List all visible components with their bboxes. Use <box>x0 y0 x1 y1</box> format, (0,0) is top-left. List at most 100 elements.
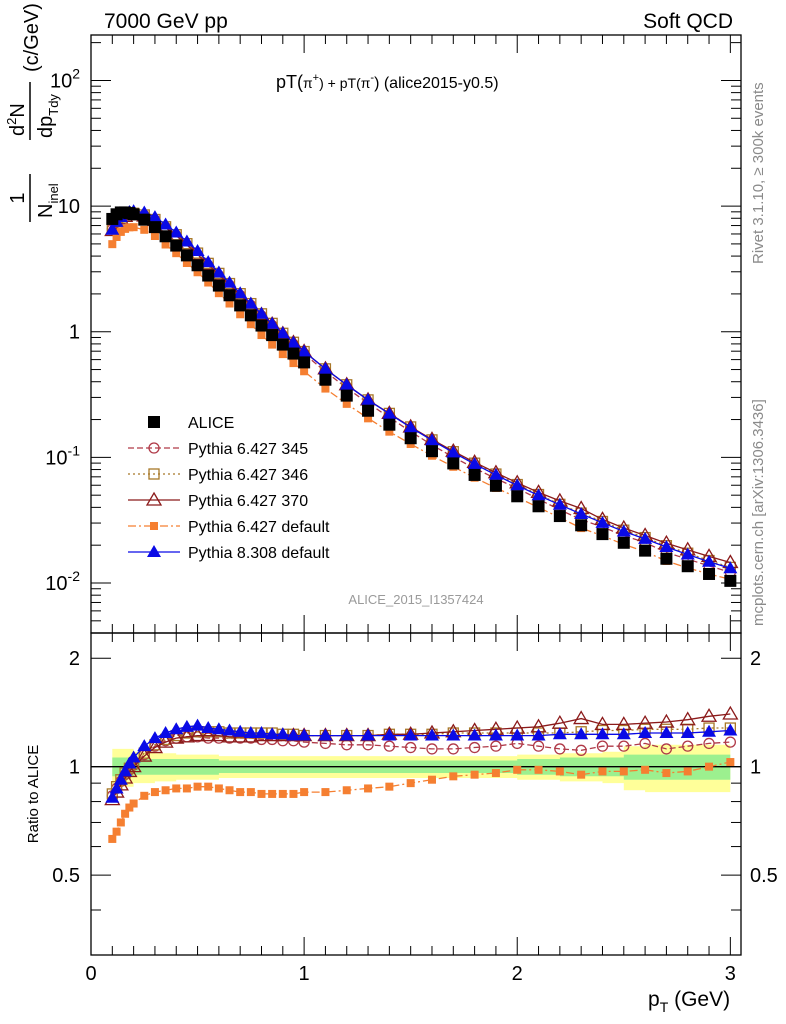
ratio-point <box>214 784 223 793</box>
series-point <box>424 433 439 446</box>
ratio-point <box>555 767 564 776</box>
series-point <box>364 414 373 423</box>
series-point <box>204 278 213 287</box>
ratio-point <box>383 740 396 752</box>
series-point <box>361 392 376 405</box>
ratio-point <box>424 728 439 741</box>
series-point <box>321 384 330 393</box>
series-point <box>116 227 125 236</box>
data-point <box>575 519 588 532</box>
ratio-point <box>172 784 181 793</box>
ratio-point <box>488 728 503 741</box>
ratio-point <box>254 726 269 739</box>
ratio-point <box>722 705 739 720</box>
series-point <box>108 240 117 249</box>
series-point <box>121 224 130 233</box>
ratio-point <box>403 728 418 741</box>
series-point <box>129 223 138 232</box>
svg-text:d2N: d2N <box>4 103 29 136</box>
ratio-point <box>618 740 630 752</box>
data-point <box>532 500 545 513</box>
ratio-point <box>122 756 137 769</box>
ratio-point <box>361 728 376 741</box>
ratio-point <box>169 722 184 735</box>
legend-label: Pythia 6.427 345 <box>188 441 308 458</box>
series-point <box>680 547 695 560</box>
ratio-uncertainty-bands <box>91 744 741 793</box>
series-point <box>342 399 351 408</box>
data-point <box>639 544 652 557</box>
ratio-point <box>140 791 149 800</box>
legend-label: Pythia 6.427 default <box>188 519 330 536</box>
ratio-point <box>534 765 543 774</box>
data-point <box>660 552 673 565</box>
ratio-point <box>616 727 631 740</box>
ratio-point <box>204 782 213 791</box>
data-point <box>244 309 257 322</box>
ratio-point <box>679 711 696 726</box>
legend-marker <box>148 416 160 428</box>
ratio-point <box>406 779 415 788</box>
data-point <box>553 510 566 523</box>
data-point <box>340 389 353 402</box>
data-point <box>191 259 204 272</box>
ratio-point <box>129 799 138 808</box>
data-point <box>276 338 289 351</box>
series-point <box>147 210 162 223</box>
data-point <box>617 536 630 549</box>
ratio-point <box>161 786 170 795</box>
data-point <box>447 457 460 470</box>
series-point <box>403 420 418 433</box>
x-tick-label: 1 <box>299 963 310 985</box>
ratio-point <box>682 740 694 752</box>
series-point <box>233 286 248 299</box>
series-point <box>318 361 333 374</box>
series-point <box>574 506 589 519</box>
ratio-point <box>210 727 228 742</box>
series-point <box>595 515 610 528</box>
series-point <box>190 243 205 256</box>
ratio-point <box>662 769 671 778</box>
y-tick-label: 10 <box>58 196 80 218</box>
ratio-point <box>116 818 125 827</box>
series-point <box>169 225 184 238</box>
svg-text:Ninel: Ninel <box>35 183 61 218</box>
ratio-point <box>243 726 258 739</box>
ratio-point <box>137 739 152 752</box>
ratio-point <box>105 790 120 803</box>
ratio-point <box>342 786 351 795</box>
series-point <box>254 306 269 319</box>
ratio-point <box>513 765 522 774</box>
ratio-y-tick-label-right: 0.5 <box>750 865 778 887</box>
ratio-y-tick-label-right: 2 <box>750 648 761 670</box>
ratio-point <box>426 743 438 755</box>
series-point <box>638 531 653 544</box>
ratio-point <box>574 727 589 740</box>
data-point <box>596 528 609 541</box>
series-point <box>286 335 301 348</box>
series-point <box>243 296 258 309</box>
series-point <box>275 326 290 339</box>
y-tick-label: 1 <box>69 322 80 344</box>
series-point <box>182 259 191 268</box>
ratio-point <box>467 728 482 741</box>
ratio-point <box>257 789 266 798</box>
legend-marker <box>145 491 163 506</box>
series-point <box>531 488 546 501</box>
series-point <box>225 299 234 308</box>
series-point <box>702 554 717 567</box>
series-point <box>222 275 237 288</box>
series-point <box>214 289 223 298</box>
ratio-point <box>179 719 194 732</box>
ratio-point <box>233 724 248 737</box>
y-label-one: 1 <box>7 192 29 203</box>
ratio-point <box>147 731 162 744</box>
ratio-series-group <box>104 705 739 843</box>
ratio-y-axis-label: Ratio to ALICE <box>25 745 42 843</box>
series-point <box>278 350 287 359</box>
ratio-point <box>225 786 234 795</box>
series-point <box>382 406 397 419</box>
ratio-point <box>619 767 628 776</box>
series-point <box>161 240 170 249</box>
ratio-point <box>211 722 226 735</box>
